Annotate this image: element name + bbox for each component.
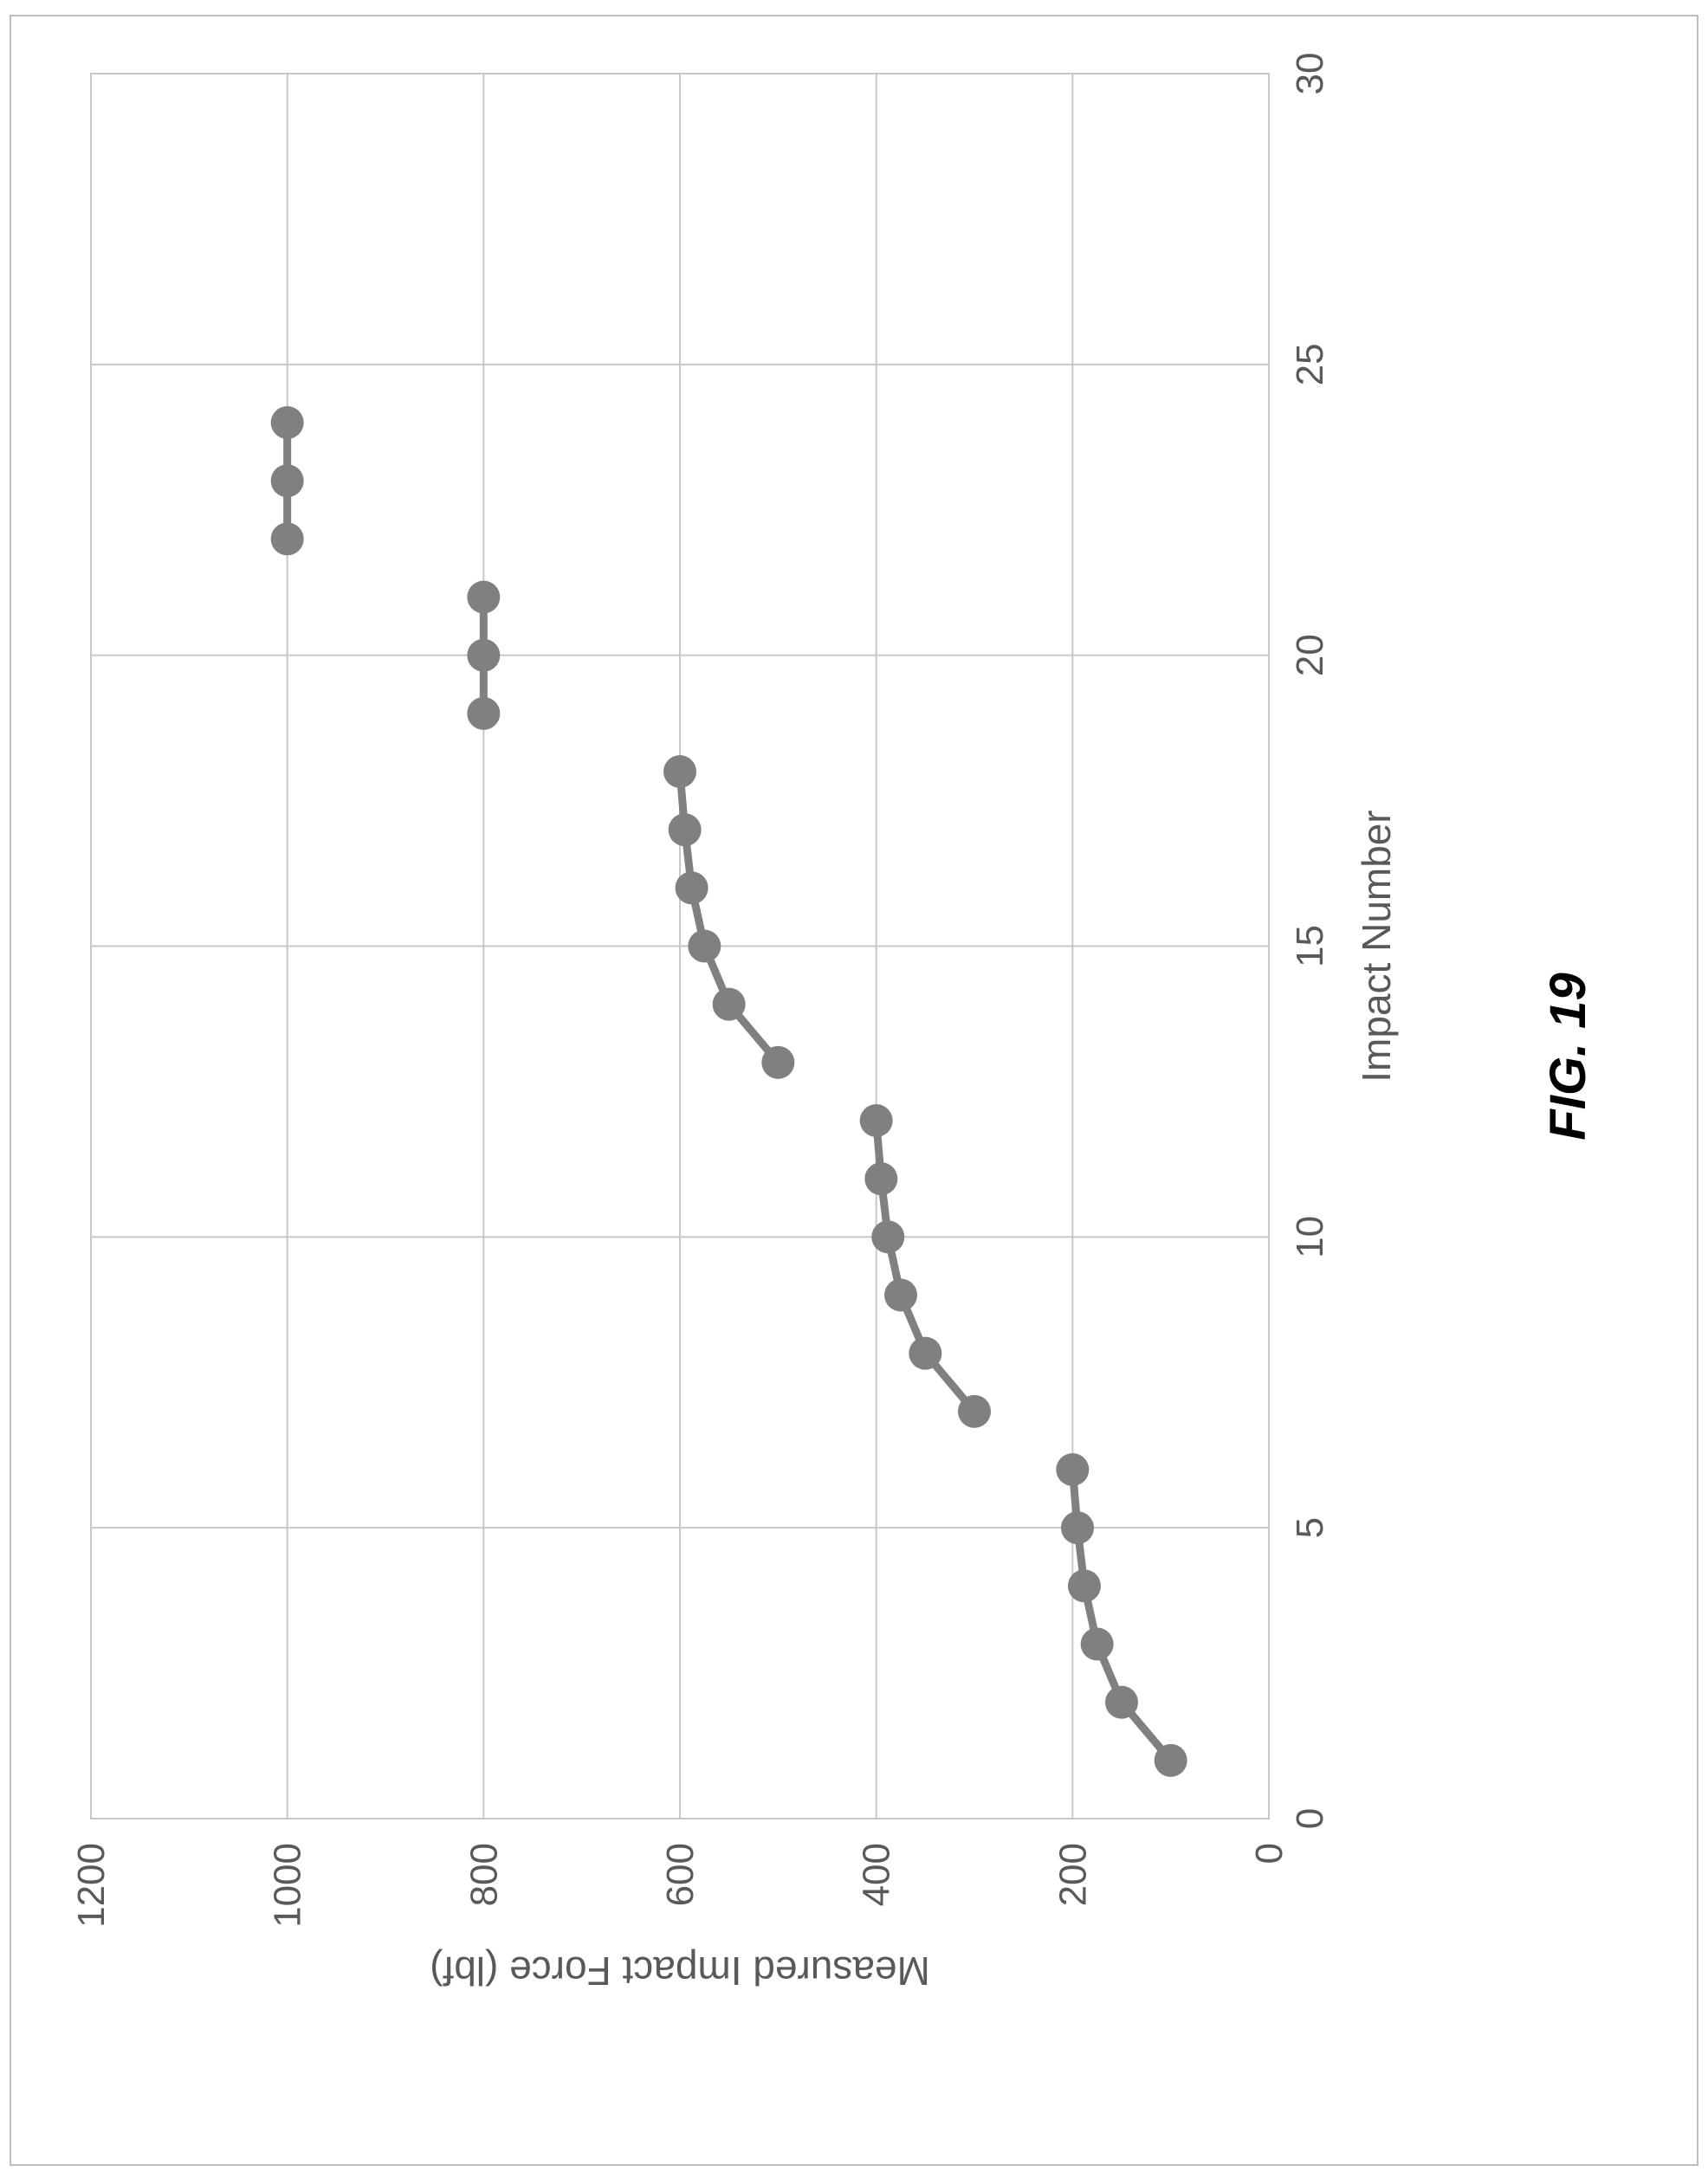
x-tick-label: 0 — [1289, 1808, 1331, 1829]
data-point — [958, 1394, 991, 1428]
y-tick-label: 400 — [856, 1843, 898, 1906]
data-point — [675, 871, 708, 905]
x-axis-label: Impact Number — [1354, 810, 1399, 1082]
plot-area-border — [90, 73, 1270, 1819]
data-point — [467, 580, 501, 614]
y-tick-label: 200 — [1051, 1843, 1094, 1906]
series-points — [270, 406, 1187, 1777]
data-point — [712, 987, 746, 1021]
chart: 0 5 10 15 20 25 30 0 200 400 600 800 1000 1200 Impac… — [70, 53, 1596, 1994]
y-tick-label: 1200 — [70, 1843, 113, 1928]
data-point — [1080, 1627, 1114, 1661]
x-tick-label: 30 — [1289, 53, 1331, 95]
y-axis-label: Measured Impact Force (lbf) — [430, 1949, 930, 1994]
x-tick-label: 5 — [1289, 1517, 1331, 1538]
x-tick-label: 10 — [1289, 1216, 1331, 1258]
y-tick-label: 800 — [463, 1843, 505, 1906]
data-point — [467, 696, 501, 730]
data-point — [270, 406, 304, 439]
x-tick-labels: 0 5 10 15 20 25 30 — [1289, 53, 1331, 1830]
outer-frame — [10, 15, 1698, 2166]
gridlines — [90, 73, 1270, 1819]
figure-label: FIG. 19 — [1540, 973, 1596, 1140]
data-point — [1061, 1511, 1094, 1545]
y-tick-labels: 0 200 400 600 800 1000 1200 — [70, 1843, 1291, 1928]
data-point — [688, 929, 721, 963]
data-point — [871, 1220, 905, 1254]
data-point — [1067, 1569, 1101, 1603]
x-tick-label: 15 — [1289, 925, 1331, 967]
data-point — [1056, 1453, 1090, 1486]
data-point — [909, 1336, 942, 1370]
data-point — [270, 522, 304, 556]
data-point — [467, 638, 501, 672]
data-point — [668, 813, 702, 847]
y-tick-label: 600 — [659, 1843, 702, 1906]
y-tick-label: 1000 — [267, 1843, 309, 1928]
data-point — [663, 755, 696, 788]
data-point — [884, 1278, 917, 1312]
data-point — [761, 1045, 795, 1079]
series-lines — [283, 423, 1174, 1763]
data-point — [864, 1162, 898, 1196]
y-tick-label: 0 — [1248, 1843, 1291, 1864]
data-point — [859, 1104, 893, 1137]
data-point — [1105, 1685, 1138, 1719]
data-point — [1154, 1743, 1187, 1777]
data-point — [270, 464, 304, 498]
x-tick-label: 20 — [1289, 634, 1331, 676]
x-tick-label: 25 — [1289, 343, 1331, 385]
